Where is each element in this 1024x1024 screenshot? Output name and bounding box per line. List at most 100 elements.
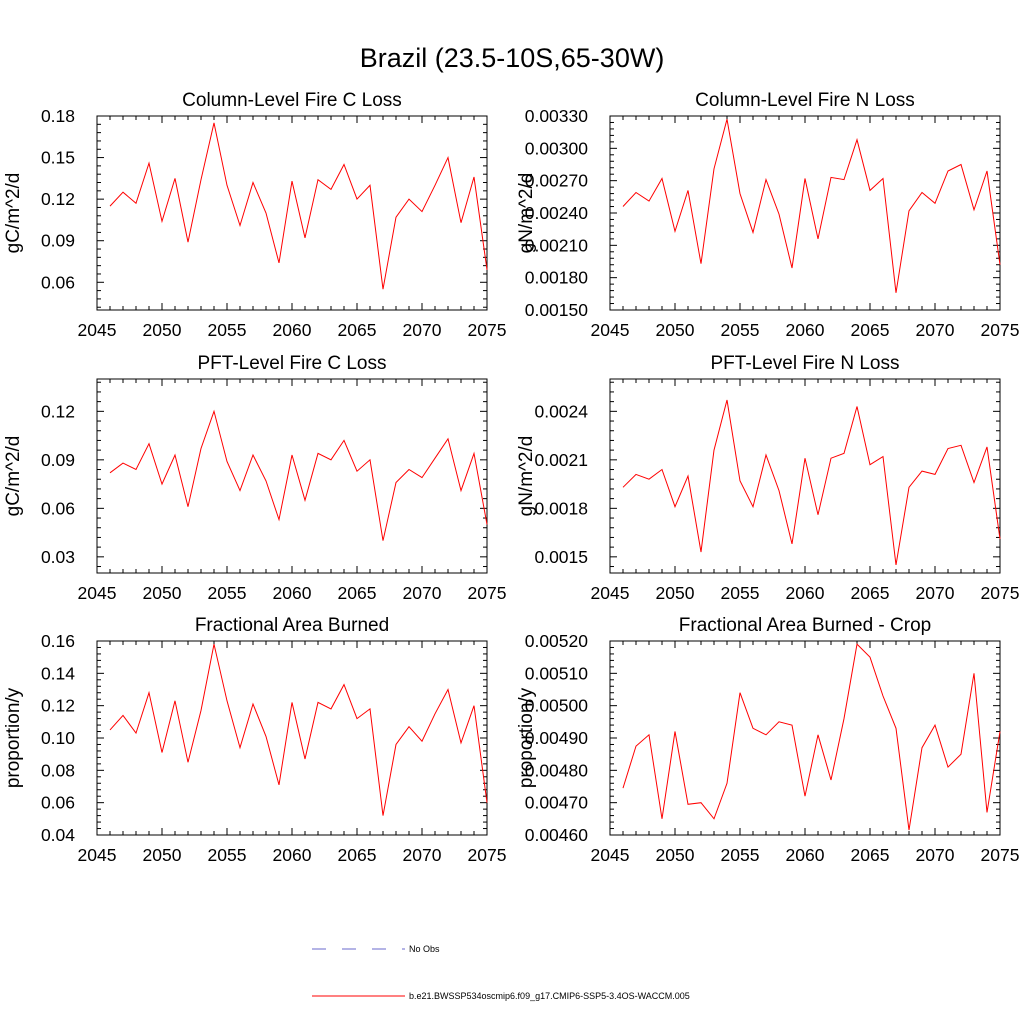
x-tick-label: 2075 xyxy=(981,845,1020,865)
panel-title: Column-Level Fire C Loss xyxy=(182,90,402,111)
x-tick-label: 2060 xyxy=(273,320,312,340)
x-tick-label: 2045 xyxy=(591,583,630,603)
x-tick-label: 2065 xyxy=(338,845,377,865)
x-tick-label: 2070 xyxy=(403,583,442,603)
series-line xyxy=(622,399,1001,565)
y-tick-label: 0.00490 xyxy=(525,728,589,748)
legend-model-label: b.e21.BWSSP534oscmip6.f09_g17.CMIP6-SSP5… xyxy=(409,991,690,1001)
y-tick-label: 0.00150 xyxy=(525,300,589,320)
x-tick-label: 2075 xyxy=(981,320,1020,340)
x-tick-label: 2050 xyxy=(656,845,695,865)
y-tick-label: 0.00510 xyxy=(525,663,589,683)
x-tick-label: 2070 xyxy=(403,845,442,865)
y-tick-label: 0.00330 xyxy=(525,106,589,126)
x-tick-label: 2070 xyxy=(916,583,955,603)
y-tick-label: 0.00180 xyxy=(525,268,589,288)
x-tick-label: 2045 xyxy=(591,845,630,865)
plot-frame xyxy=(609,640,1001,836)
x-tick-label: 2075 xyxy=(468,320,507,340)
plot-frame xyxy=(609,378,1001,574)
y-tick-label: 0.00300 xyxy=(525,138,589,158)
x-tick-label: 2070 xyxy=(403,320,442,340)
plot-frame xyxy=(96,640,488,836)
y-tick-label: 0.0021 xyxy=(534,450,588,470)
y-tick-label: 0.18 xyxy=(41,106,75,126)
panel-title: PFT-Level Fire N Loss xyxy=(711,353,900,374)
y-axis-label: gC/m^2/d xyxy=(3,173,24,254)
y-tick-label: 0.06 xyxy=(41,793,75,813)
x-tick-label: 2070 xyxy=(916,320,955,340)
y-tick-label: 0.00520 xyxy=(525,631,589,651)
x-tick-label: 2045 xyxy=(78,845,117,865)
series-line xyxy=(622,119,1001,293)
panel-title: Column-Level Fire N Loss xyxy=(695,90,915,111)
series-line xyxy=(109,644,488,816)
x-tick-label: 2060 xyxy=(786,320,825,340)
y-tick-label: 0.00480 xyxy=(525,760,589,780)
y-tick-label: 0.0024 xyxy=(534,401,588,421)
y-axis-label: proportion/y xyxy=(516,687,537,788)
x-tick-label: 2055 xyxy=(721,845,760,865)
y-axis-label: gN/m^2/d xyxy=(516,436,537,517)
y-tick-label: 0.09 xyxy=(41,450,75,470)
y-tick-label: 0.09 xyxy=(41,231,75,251)
x-tick-label: 2060 xyxy=(786,583,825,603)
x-tick-label: 2045 xyxy=(591,320,630,340)
panel-column-fire-n-loss: Column-Level Fire N Loss gN/m^2/d 2045 20… xyxy=(516,90,1019,340)
x-tick-label: 2055 xyxy=(721,583,760,603)
y-axis-label: proportion/y xyxy=(3,687,24,788)
series-line xyxy=(622,643,1001,831)
x-tick-label: 2075 xyxy=(468,845,507,865)
y-tick-label: 0.12 xyxy=(41,401,75,421)
y-tick-label: 0.12 xyxy=(41,696,75,716)
y-tick-label: 0.15 xyxy=(41,148,75,168)
x-tick-label: 2050 xyxy=(656,320,695,340)
x-tick-label: 2060 xyxy=(786,845,825,865)
x-tick-label: 2050 xyxy=(143,845,182,865)
y-tick-label: 0.0018 xyxy=(534,498,588,518)
x-tick-label: 2065 xyxy=(338,320,377,340)
x-tick-label: 2060 xyxy=(273,845,312,865)
x-tick-label: 2075 xyxy=(981,583,1020,603)
y-tick-label: 0.00470 xyxy=(525,793,589,813)
series-line xyxy=(109,409,488,541)
y-tick-label: 0.0015 xyxy=(534,547,588,567)
y-tick-label: 0.16 xyxy=(41,631,75,651)
panel-pft-fire-n-loss: PFT-Level Fire N Loss gN/m^2/d 2045 2050 2… xyxy=(516,353,1019,603)
x-tick-label: 2055 xyxy=(208,583,247,603)
x-tick-label: 2050 xyxy=(143,583,182,603)
y-axis-label: gN/m^2/d xyxy=(516,173,537,254)
x-tick-label: 2055 xyxy=(721,320,760,340)
y-tick-label: 0.04 xyxy=(41,825,75,845)
y-tick-label: 0.06 xyxy=(41,272,75,292)
y-tick-label: 0.00240 xyxy=(525,203,589,223)
x-tick-label: 2045 xyxy=(78,320,117,340)
x-tick-label: 2065 xyxy=(851,845,890,865)
y-tick-label: 0.06 xyxy=(41,498,75,518)
x-tick-label: 2065 xyxy=(338,583,377,603)
y-tick-label: 0.08 xyxy=(41,760,75,780)
plot-frame xyxy=(609,115,1001,311)
x-tick-label: 2065 xyxy=(851,583,890,603)
y-tick-label: 0.00210 xyxy=(525,235,589,255)
plot-frame xyxy=(96,378,488,574)
x-tick-label: 2055 xyxy=(208,320,247,340)
x-tick-label: 2045 xyxy=(78,583,117,603)
y-tick-label: 0.10 xyxy=(41,728,75,748)
y-tick-label: 0.12 xyxy=(41,189,75,209)
y-tick-label: 0.00500 xyxy=(525,696,589,716)
y-tick-label: 0.03 xyxy=(41,547,75,567)
series-line xyxy=(109,122,488,290)
y-tick-label: 0.14 xyxy=(41,663,75,683)
x-tick-label: 2065 xyxy=(851,320,890,340)
y-tick-label: 0.00460 xyxy=(525,825,589,845)
x-tick-label: 2070 xyxy=(916,845,955,865)
panel-title: Fractional Area Burned xyxy=(195,615,389,636)
panel-pft-fire-c-loss: PFT-Level Fire C Loss gC/m^2/d 2045 2050 2… xyxy=(3,353,506,603)
x-tick-label: 2060 xyxy=(273,583,312,603)
panel-fractional-area-burned-crop: Fractional Area Burned - Crop proportion… xyxy=(516,615,1019,865)
panel-column-fire-c-loss: Column-Level Fire C Loss gC/m^2/d 2045 20… xyxy=(3,90,506,340)
x-tick-label: 2050 xyxy=(656,583,695,603)
panel-title: PFT-Level Fire C Loss xyxy=(198,353,387,374)
